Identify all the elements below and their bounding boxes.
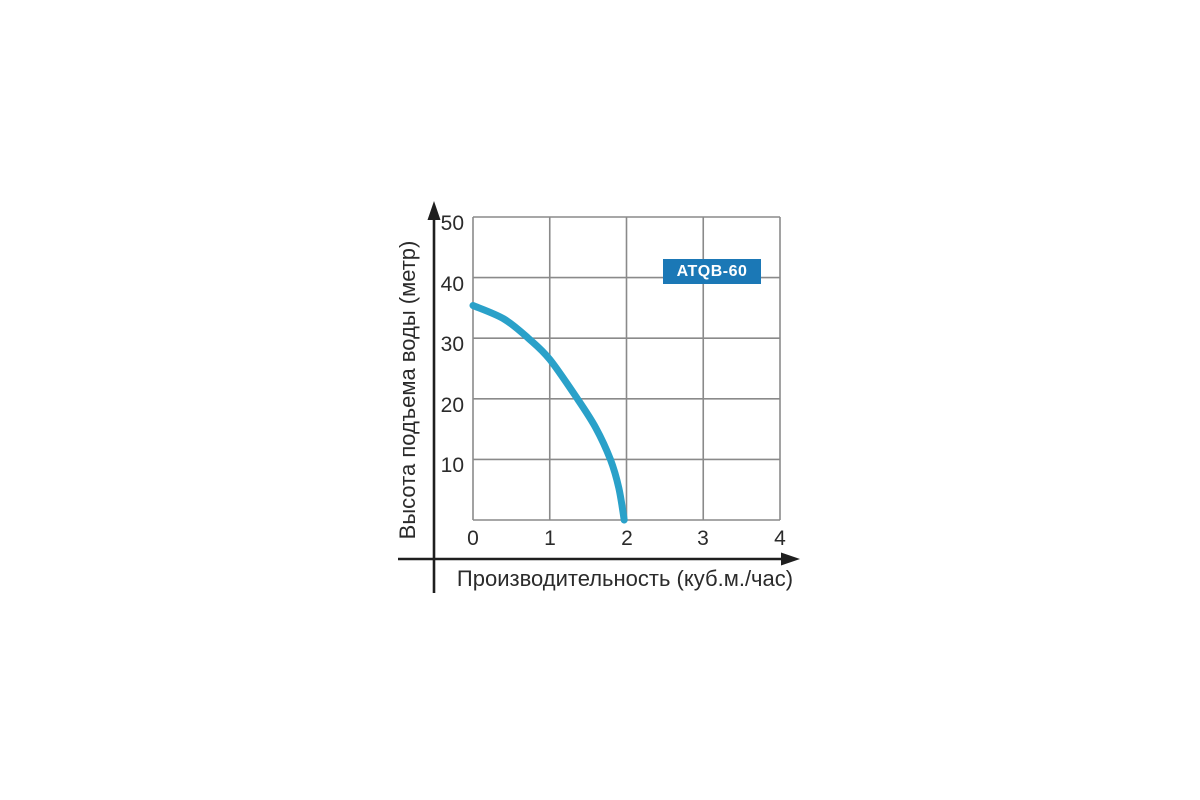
x-tick-label: 1 — [544, 527, 556, 550]
y-axis-arrow — [427, 201, 441, 220]
y-tick-label: 50 — [440, 212, 464, 235]
x-tick-label: 3 — [697, 527, 709, 550]
axes — [398, 201, 800, 593]
y-tick-label: 40 — [440, 273, 464, 296]
x-tick-label: 4 — [774, 527, 786, 550]
y-axis-title: Высота подъема воды (метр) — [395, 240, 420, 540]
y-tick-label: 30 — [440, 333, 464, 356]
series-badge: ATQB-60 — [663, 259, 761, 284]
pump-curve — [469, 302, 628, 524]
y-tick-label: 10 — [440, 454, 464, 477]
x-axis-arrow — [781, 552, 800, 566]
x-tick-label: 0 — [467, 527, 479, 550]
x-tick-label: 2 — [621, 527, 633, 550]
x-axis-title: Производительность (куб.м./час) — [456, 566, 794, 591]
y-tick-label: 20 — [440, 394, 464, 417]
